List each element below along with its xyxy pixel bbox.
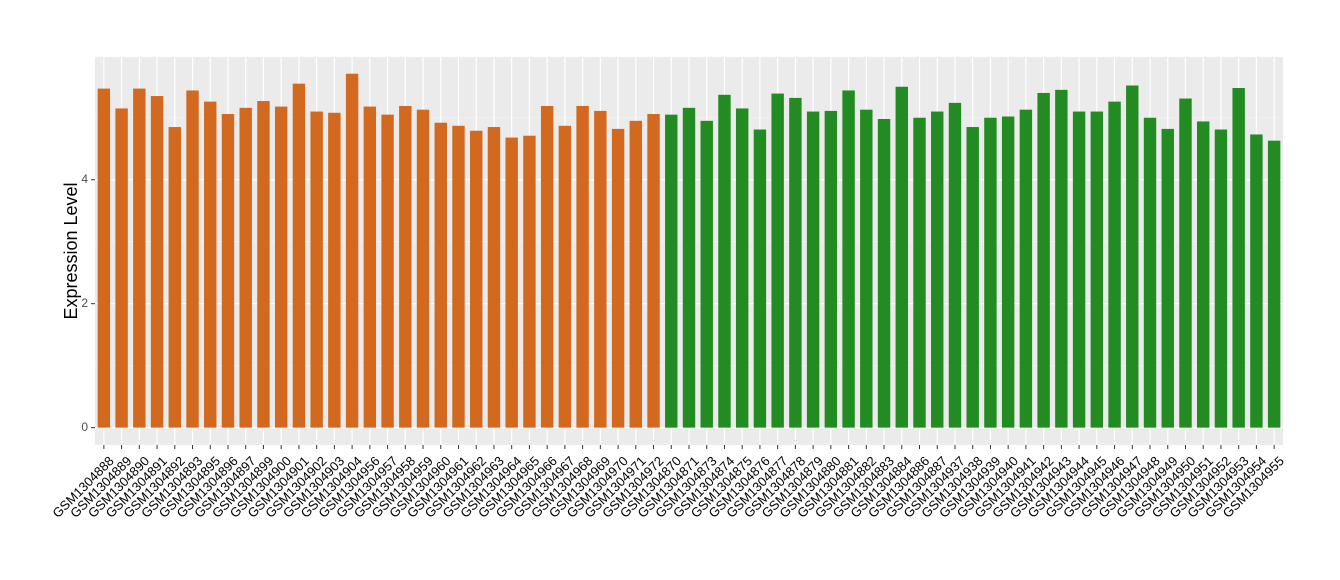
y-tick-label: 0 (81, 420, 88, 434)
bar (1019, 109, 1033, 428)
bar (97, 88, 111, 428)
bar (665, 114, 678, 428)
y-tick-label: 4 (81, 172, 88, 186)
bar (452, 125, 465, 428)
bar (771, 93, 784, 428)
bar (221, 114, 235, 428)
bar (274, 106, 288, 428)
bar (328, 112, 341, 428)
bar (1250, 134, 1263, 428)
bar (1037, 92, 1050, 428)
bar (611, 128, 625, 428)
bar (523, 135, 536, 428)
bar (540, 105, 554, 428)
bar (842, 90, 855, 428)
bar (1197, 121, 1210, 428)
bar (257, 101, 270, 428)
bar (558, 125, 572, 428)
bar (186, 90, 199, 428)
bar (434, 122, 447, 428)
bar (1126, 85, 1139, 428)
bar (363, 106, 377, 428)
bar (345, 73, 359, 428)
bar (1143, 117, 1157, 428)
bar (877, 118, 891, 428)
bar (168, 127, 181, 428)
y-axis-title: Expression Level (61, 182, 81, 319)
bar (239, 107, 252, 428)
bar (133, 88, 146, 428)
bar (1267, 140, 1281, 428)
bar (292, 83, 306, 428)
bar (718, 94, 731, 428)
bar (647, 114, 660, 428)
bar (948, 102, 962, 428)
bar (824, 110, 838, 428)
bar (576, 105, 589, 428)
bar (1055, 89, 1068, 428)
bar (399, 105, 412, 428)
bar (753, 129, 767, 428)
bar (789, 97, 802, 428)
bar (1001, 116, 1015, 428)
bar (1108, 101, 1121, 428)
bar (1214, 129, 1228, 428)
bar (860, 109, 873, 428)
bar (594, 110, 607, 428)
bar (629, 120, 643, 428)
bar (806, 111, 820, 428)
bar (1090, 111, 1104, 428)
y-tick-label: 2 (81, 296, 88, 310)
bar (150, 96, 164, 428)
bar (381, 114, 394, 428)
bar (984, 117, 997, 428)
bar (1161, 128, 1174, 428)
bar (682, 107, 696, 428)
bar (505, 137, 518, 428)
bar (1232, 87, 1245, 428)
bar (735, 108, 749, 428)
bar (416, 109, 430, 428)
bar (700, 120, 713, 428)
bar (310, 111, 323, 428)
bar (204, 101, 217, 428)
bar (966, 127, 979, 428)
bar (1179, 98, 1192, 428)
bar (895, 86, 908, 428)
bar (115, 108, 128, 428)
bar (470, 130, 483, 428)
bar (1072, 111, 1086, 428)
bar (487, 127, 501, 428)
bar (931, 111, 944, 428)
bar (913, 117, 926, 428)
